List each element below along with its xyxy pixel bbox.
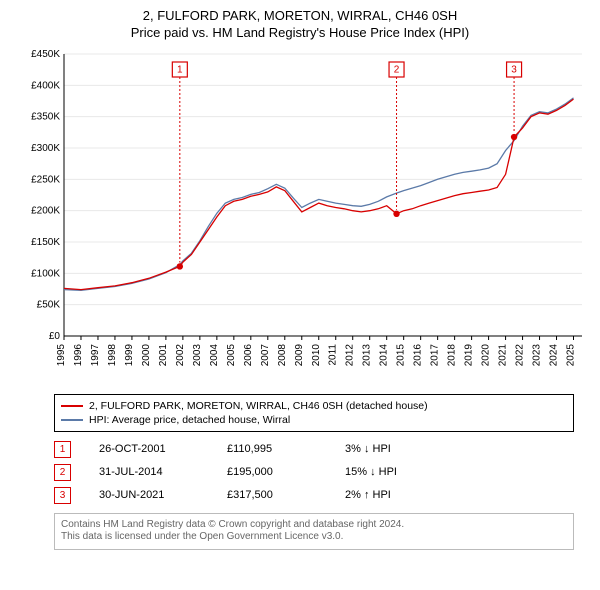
- svg-text:2001: 2001: [158, 343, 169, 366]
- svg-text:2019: 2019: [464, 343, 475, 366]
- svg-text:2017: 2017: [430, 343, 441, 366]
- line-chart: £0 £50K £100K £150K £200K £250K £300K £350K £400…: [18, 48, 588, 388]
- svg-text:2000: 2000: [141, 343, 152, 366]
- svg-text:2018: 2018: [447, 343, 458, 366]
- svg-text:£0: £0: [49, 331, 61, 342]
- sale-marker-number: 3: [511, 64, 517, 75]
- chart-title: 2, FULFORD PARK, MORETON, WIRRAL, CH46 0…: [10, 8, 590, 42]
- svg-text:2012: 2012: [345, 343, 356, 366]
- svg-text:2023: 2023: [532, 343, 543, 366]
- sale-delta: 15% ↓ HPI: [345, 466, 397, 478]
- svg-text:2006: 2006: [243, 343, 254, 366]
- svg-text:2010: 2010: [311, 343, 322, 366]
- svg-text:£50K: £50K: [37, 299, 61, 310]
- legend-swatch: [61, 405, 83, 407]
- svg-text:2008: 2008: [277, 343, 288, 366]
- svg-text:1996: 1996: [73, 343, 84, 366]
- sales-table: 1 26-OCT-2001 £110,995 3% ↓ HPI 2 31-JUL-2014…: [54, 438, 574, 507]
- svg-text:2003: 2003: [192, 343, 203, 366]
- sale-delta: 2% ↑ HPI: [345, 489, 391, 501]
- svg-text:2007: 2007: [260, 343, 271, 366]
- legend: 2, FULFORD PARK, MORETON, WIRRAL, CH46 0…: [54, 394, 574, 432]
- sale-marker-dot: [177, 263, 183, 269]
- svg-text:2022: 2022: [515, 343, 526, 366]
- sale-delta: 3% ↓ HPI: [345, 443, 391, 455]
- title-line-1: 2, FULFORD PARK, MORETON, WIRRAL, CH46 0…: [10, 8, 590, 25]
- svg-text:2005: 2005: [226, 343, 237, 366]
- svg-text:£350K: £350K: [31, 111, 60, 122]
- sale-marker-number: 1: [177, 64, 183, 75]
- property-series: [64, 99, 574, 290]
- sale-price: £110,995: [227, 443, 317, 455]
- hpi-series: [64, 98, 574, 290]
- svg-text:£200K: £200K: [31, 205, 60, 216]
- legend-label: HPI: Average price, detached house, Wirr…: [89, 414, 290, 426]
- svg-text:2021: 2021: [498, 343, 509, 366]
- svg-text:2015: 2015: [396, 343, 407, 366]
- sale-price: £195,000: [227, 466, 317, 478]
- svg-text:2014: 2014: [379, 343, 390, 366]
- svg-text:£450K: £450K: [31, 49, 60, 60]
- sale-date: 30-JUN-2021: [99, 489, 199, 501]
- sale-row: 3 30-JUN-2021 £317,500 2% ↑ HPI: [54, 484, 574, 507]
- legend-label: 2, FULFORD PARK, MORETON, WIRRAL, CH46 0…: [89, 400, 428, 412]
- svg-text:£400K: £400K: [31, 80, 60, 91]
- svg-text:1999: 1999: [124, 343, 135, 366]
- svg-text:1995: 1995: [56, 343, 67, 366]
- sale-date: 31-JUL-2014: [99, 466, 199, 478]
- sale-row: 1 26-OCT-2001 £110,995 3% ↓ HPI: [54, 438, 574, 461]
- sale-marker-dot: [511, 134, 517, 140]
- svg-text:2011: 2011: [328, 343, 339, 365]
- sale-row: 2 31-JUL-2014 £195,000 15% ↓ HPI: [54, 461, 574, 484]
- disclaimer-line-2: This data is licensed under the Open Gov…: [61, 531, 567, 544]
- sale-price: £317,500: [227, 489, 317, 501]
- svg-text:2020: 2020: [481, 343, 492, 366]
- disclaimer-line-1: Contains HM Land Registry data © Crown c…: [61, 519, 567, 532]
- sale-badge: 1: [54, 441, 71, 458]
- svg-text:£250K: £250K: [31, 174, 60, 185]
- svg-text:1997: 1997: [90, 343, 101, 366]
- svg-text:2024: 2024: [549, 343, 560, 366]
- sale-marker-number: 2: [394, 64, 400, 75]
- sale-badge: 3: [54, 487, 71, 504]
- chart-area: £0 £50K £100K £150K £200K £250K £300K £350K £400…: [18, 48, 588, 388]
- svg-text:£300K: £300K: [31, 143, 60, 154]
- svg-text:£150K: £150K: [31, 237, 60, 248]
- svg-text:2009: 2009: [294, 343, 305, 366]
- sale-badge: 2: [54, 464, 71, 481]
- disclaimer: Contains HM Land Registry data © Crown c…: [54, 513, 574, 550]
- svg-text:2004: 2004: [209, 343, 220, 366]
- title-line-2: Price paid vs. HM Land Registry's House …: [10, 25, 590, 42]
- svg-text:1998: 1998: [107, 343, 118, 366]
- svg-text:2025: 2025: [566, 343, 577, 366]
- legend-row: 2, FULFORD PARK, MORETON, WIRRAL, CH46 0…: [61, 399, 567, 413]
- svg-text:2016: 2016: [413, 343, 424, 366]
- svg-text:2013: 2013: [362, 343, 373, 366]
- svg-text:2002: 2002: [175, 343, 186, 366]
- svg-text:£100K: £100K: [31, 268, 60, 279]
- sale-date: 26-OCT-2001: [99, 443, 199, 455]
- sale-marker-dot: [393, 210, 399, 216]
- legend-row: HPI: Average price, detached house, Wirr…: [61, 413, 567, 427]
- legend-swatch: [61, 419, 83, 421]
